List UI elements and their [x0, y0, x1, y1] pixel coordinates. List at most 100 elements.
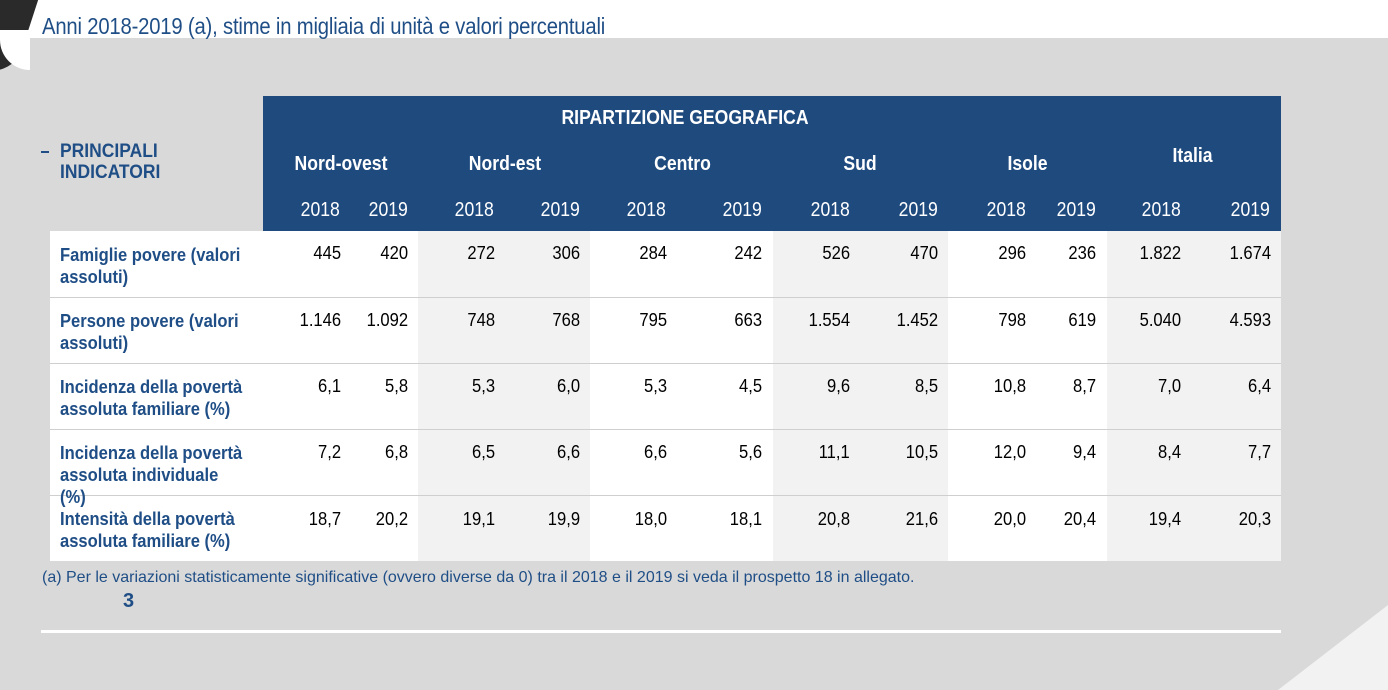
table-cell: 7,2	[317, 442, 341, 462]
table-cell: 1.146	[299, 310, 341, 330]
bottom-rule	[41, 630, 1281, 633]
table-cell: 663	[734, 310, 762, 330]
page-number: 3	[123, 590, 135, 612]
table-cell: 1.674	[1229, 243, 1271, 263]
table-cell: 5,3	[471, 376, 495, 396]
table-cell: 9,6	[826, 376, 850, 396]
row-divider	[50, 297, 1281, 298]
table-cell: 6,4	[1247, 376, 1271, 396]
row-label-intensita: Intensità della povertà assoluta familia…	[60, 509, 235, 551]
region-header-isole: Isole	[1007, 153, 1048, 175]
table-cell: 445	[313, 243, 341, 263]
column-bg-centro	[590, 231, 773, 561]
year-header: 2018	[300, 199, 340, 221]
row-header-label: PRINCIPALI INDICATORI	[60, 141, 161, 183]
table-cell: 9,4	[1072, 442, 1096, 462]
table-cell: 5,8	[384, 376, 408, 396]
column-bg-nord-ovest	[263, 231, 418, 561]
table-cell: 6,8	[384, 442, 408, 462]
column-bg-nord-est	[418, 231, 590, 561]
table-header	[263, 96, 1281, 231]
row-label-incidenza-familiare: Incidenza della povertà assoluta familia…	[60, 377, 243, 419]
column-bg-isole	[948, 231, 1107, 561]
table-cell: 20,2	[375, 509, 408, 529]
table-cell: 4,5	[738, 376, 762, 396]
table-cell: 18,7	[308, 509, 341, 529]
year-header: 2018	[626, 199, 666, 221]
table-cell: 242	[734, 243, 762, 263]
table-cell: 6,1	[317, 376, 341, 396]
page-curl-decoration	[1278, 605, 1388, 690]
row-divider	[50, 363, 1281, 364]
region-header-centro: Centro	[654, 153, 711, 175]
table-cell: 7,7	[1247, 442, 1271, 462]
table-cell: 20,8	[817, 509, 850, 529]
table-cell: 12,0	[993, 442, 1026, 462]
top-band	[0, 0, 1388, 38]
table-cell: 296	[998, 243, 1026, 263]
table-cell: 526	[822, 243, 850, 263]
table-cell: 7,0	[1157, 376, 1181, 396]
table-cell: 798	[998, 310, 1026, 330]
table-cell: 19,1	[462, 509, 495, 529]
table-cell: 6,5	[471, 442, 495, 462]
table-cell: 8,4	[1157, 442, 1181, 462]
year-header: 2019	[368, 199, 408, 221]
table-cell: 20,4	[1063, 509, 1096, 529]
table-cell: 272	[467, 243, 495, 263]
table-cell: 19,9	[547, 509, 580, 529]
region-header-sud: Sud	[843, 153, 877, 175]
table-cell: 768	[552, 310, 580, 330]
column-bg-italia	[1107, 231, 1281, 561]
table-cell: 5,6	[738, 442, 762, 462]
group-header: RIPARTIZIONE GEOGRAFICA	[561, 107, 809, 129]
table-cell: 1.092	[366, 310, 408, 330]
table-cell: 18,0	[634, 509, 667, 529]
year-header: 2018	[454, 199, 494, 221]
table-cell: 284	[639, 243, 667, 263]
table-cell: 5,3	[643, 376, 667, 396]
year-header: 2019	[540, 199, 580, 221]
row-label-persone-povere: Persone povere (valori assoluti)	[60, 311, 239, 353]
region-header-nord-ovest: Nord-ovest	[294, 153, 388, 175]
region-header-italia: Italia	[1172, 145, 1213, 167]
table-cell: 470	[910, 243, 938, 263]
row-label-column	[50, 231, 263, 561]
year-header: 2018	[986, 199, 1026, 221]
year-header: 2018	[1141, 199, 1181, 221]
table-cell: 1.822	[1139, 243, 1181, 263]
table-cell: 420	[380, 243, 408, 263]
table-cell: 4.593	[1229, 310, 1271, 330]
row-label-incidenza-individuale: Incidenza della povertà assoluta individ…	[60, 443, 243, 507]
row-label-famiglie-povere: Famiglie povere (valori assoluti)	[60, 245, 241, 287]
table-cell: 306	[552, 243, 580, 263]
table-cell: 6,6	[643, 442, 667, 462]
row-divider	[50, 429, 1281, 430]
table-cell: 1.554	[808, 310, 850, 330]
table-cell: 6,0	[556, 376, 580, 396]
year-header: 2019	[1230, 199, 1270, 221]
table-cell: 10,5	[905, 442, 938, 462]
table-cell: 18,1	[729, 509, 762, 529]
table-cell: 619	[1068, 310, 1096, 330]
year-header: 2019	[898, 199, 938, 221]
year-header: 2019	[1056, 199, 1096, 221]
table-subtitle: Anni 2018-2019 (a), stime in migliaia di…	[42, 13, 606, 39]
year-header: 2019	[722, 199, 762, 221]
table-cell: 748	[467, 310, 495, 330]
table-cell: 8,5	[914, 376, 938, 396]
table-cell: 6,6	[556, 442, 580, 462]
table-cell: 1.452	[896, 310, 938, 330]
table-cell: 21,6	[905, 509, 938, 529]
table-cell: 236	[1068, 243, 1096, 263]
table-cell: 11,1	[818, 442, 850, 462]
table-cell: 795	[639, 310, 667, 330]
table-cell: 19,4	[1148, 509, 1181, 529]
table-cell: 20,0	[993, 509, 1026, 529]
region-header-nord-est: Nord-est	[468, 153, 542, 175]
table-cell: 5.040	[1139, 310, 1181, 330]
header-dash	[41, 151, 49, 153]
footnote: (a) Per le variazioni statisticamente si…	[42, 569, 915, 586]
table-cell: 20,3	[1238, 509, 1271, 529]
table-cell: 10,8	[993, 376, 1026, 396]
